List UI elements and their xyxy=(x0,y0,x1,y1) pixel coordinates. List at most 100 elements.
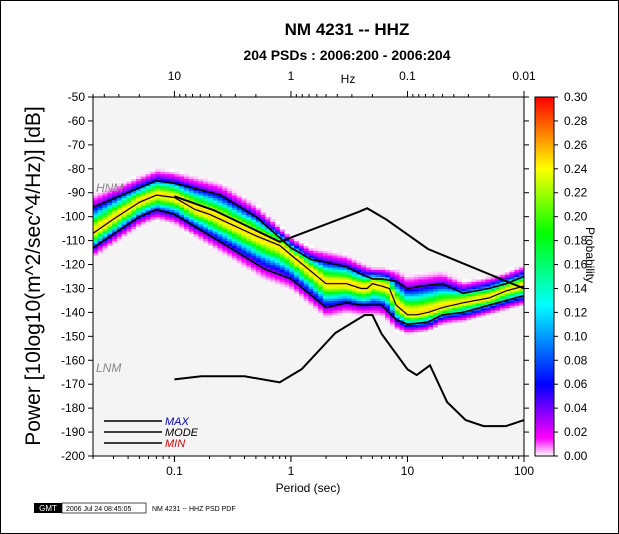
density-cell xyxy=(500,302,506,306)
density-cell xyxy=(102,219,108,223)
hnm-label: HNM xyxy=(96,181,123,195)
density-cell xyxy=(140,190,147,194)
density-cell xyxy=(126,209,132,213)
density-cell xyxy=(217,183,223,187)
density-cell xyxy=(327,286,334,290)
density-cell xyxy=(107,216,113,220)
density-cell xyxy=(260,223,266,227)
density-cell xyxy=(246,223,252,227)
density-cell xyxy=(217,245,223,249)
density-cell xyxy=(102,209,108,213)
density-cell xyxy=(265,221,271,225)
density-cell xyxy=(298,257,305,261)
density-cell xyxy=(289,245,295,249)
density-cell xyxy=(140,192,147,196)
density-cell xyxy=(361,281,367,285)
density-cell xyxy=(164,197,171,201)
density-cell xyxy=(514,305,520,309)
density-cell xyxy=(318,286,324,290)
density-cell xyxy=(97,238,104,242)
density-cell xyxy=(188,197,195,201)
density-cell xyxy=(102,242,108,246)
density-cell xyxy=(437,274,444,278)
density-cell xyxy=(442,271,448,275)
density-cell xyxy=(145,187,152,191)
density-cell xyxy=(274,223,281,227)
density-cell xyxy=(222,219,228,223)
density-cell xyxy=(337,276,343,280)
density-cell xyxy=(346,302,353,306)
density-cell xyxy=(169,199,176,203)
density-cell xyxy=(160,204,166,208)
density-cell xyxy=(260,240,266,244)
density-cell xyxy=(447,321,453,325)
density-cell xyxy=(107,204,113,208)
density-cell xyxy=(260,216,266,220)
density-cell xyxy=(322,293,329,297)
density-cell xyxy=(145,204,152,208)
density-cell xyxy=(265,278,271,282)
density-cell xyxy=(126,219,132,223)
density-cell xyxy=(155,209,161,213)
density-cell xyxy=(394,274,401,278)
density-cell xyxy=(509,288,516,292)
density-cell xyxy=(509,305,516,309)
density-cell xyxy=(423,302,429,306)
density-cell xyxy=(179,192,185,196)
density-cell xyxy=(246,254,252,258)
density-cell xyxy=(160,195,166,199)
density-cell xyxy=(452,278,458,282)
density-cell xyxy=(260,269,266,273)
density-cell xyxy=(327,290,334,294)
density-cell xyxy=(121,209,128,213)
density-cell xyxy=(294,269,300,273)
density-cell xyxy=(227,209,233,213)
density-cell xyxy=(452,290,458,294)
density-cell xyxy=(102,192,108,196)
density-cell xyxy=(337,310,343,313)
density-cell xyxy=(217,199,223,203)
density-cell xyxy=(164,204,171,208)
density-cell xyxy=(437,288,444,292)
density-cell xyxy=(361,286,367,290)
density-cell xyxy=(389,305,396,309)
density-cell xyxy=(284,264,290,268)
density-cell xyxy=(198,199,204,203)
density-cell xyxy=(222,245,228,249)
density-cell xyxy=(399,324,405,328)
density-cell xyxy=(485,302,492,306)
density-cell xyxy=(145,202,152,206)
density-cell xyxy=(480,310,487,313)
density-cell xyxy=(413,281,420,285)
density-cell xyxy=(169,190,176,194)
density-cell xyxy=(97,190,104,194)
density-cell xyxy=(519,300,524,304)
density-cell xyxy=(332,310,338,313)
density-cell xyxy=(222,207,228,211)
density-cell xyxy=(164,190,171,194)
density-cell xyxy=(289,281,295,285)
density-cell xyxy=(332,281,338,285)
density-cell xyxy=(222,252,228,256)
density-cell xyxy=(107,219,113,223)
density-cell xyxy=(452,314,458,318)
density-cell xyxy=(504,307,511,311)
density-cell xyxy=(471,317,477,321)
density-cell xyxy=(97,247,104,251)
density-cell xyxy=(437,321,444,325)
density-cell xyxy=(433,310,439,313)
density-cell xyxy=(193,235,199,239)
density-cell xyxy=(394,312,401,316)
density-cell xyxy=(313,283,319,287)
density-cell xyxy=(409,295,415,299)
density-cell xyxy=(375,286,381,290)
density-cell xyxy=(423,317,429,321)
density-cell xyxy=(490,305,496,309)
density-cell xyxy=(193,199,199,203)
density-cell xyxy=(409,329,415,333)
density-cell xyxy=(217,187,223,191)
density-cell xyxy=(346,293,353,297)
density-cell xyxy=(289,240,295,244)
density-cell xyxy=(337,293,343,297)
density-cell xyxy=(337,298,343,302)
